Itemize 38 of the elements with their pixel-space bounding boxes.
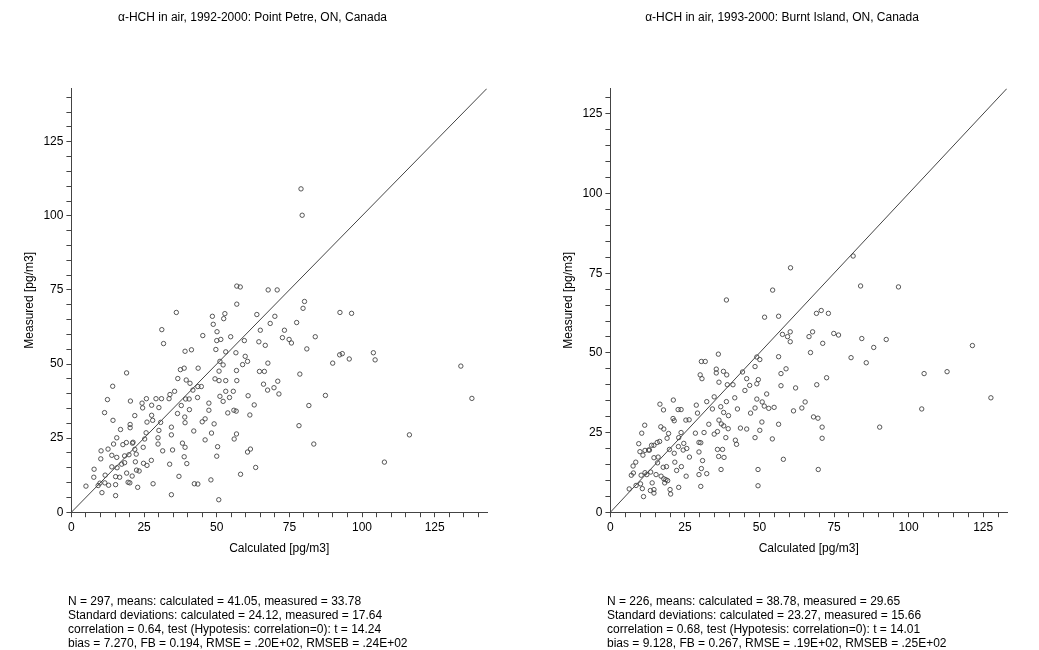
y-tick-label: 100 — [582, 185, 603, 200]
x-tick-label: 25 — [678, 519, 692, 534]
y-tick-label: 125 — [582, 106, 603, 121]
y-tick-label: 0 — [56, 504, 64, 519]
x-tick-label: 75 — [282, 519, 297, 534]
y-tick-label: 75 — [50, 282, 64, 297]
x-tick-label: 25 — [137, 519, 152, 534]
x-axis-title: Calculated [pg/m3] — [758, 541, 859, 556]
y-tick-label: 125 — [43, 134, 64, 149]
x-tick-label: 0 — [607, 519, 615, 534]
x-tick-label: 100 — [352, 519, 373, 534]
x-tick-label: 125 — [973, 519, 994, 534]
x-tick-label: 0 — [68, 519, 76, 534]
text: correlation = 0.68, test (Hypotesis: correlation=0): t = 14.01 — [607, 622, 922, 636]
x-tick-label: 75 — [827, 519, 842, 534]
y-tick-label: 75 — [589, 265, 603, 280]
x-tick-label: 50 — [210, 519, 224, 534]
text: correlation = 0.64, test (Hypotesis: correlation=0): t = 14.24 — [68, 622, 383, 636]
y-tick-label: 100 — [43, 208, 64, 223]
x-tick-label: 50 — [752, 519, 767, 534]
y-tick-label: 25 — [50, 430, 64, 445]
chart-title: α-HCH in air, 1993-2000: Burnt Island, ON, Canada — [645, 9, 920, 24]
text: bias = 7.270, FB = 0.194, RMSE = .20E+02, RMSEB = .24E+02 — [68, 636, 408, 650]
y-axis-title: Measured [pg/m3] — [21, 251, 36, 349]
y-tick-label: 50 — [50, 356, 64, 371]
y-tick-label: 0 — [595, 504, 603, 519]
text: N = 226, means: calculated = 38.78, measured = 29.65 — [607, 594, 902, 608]
y-axis-title: Measured [pg/m3] — [560, 251, 575, 349]
text: bias = 9.128, FB = 0.267, RMSE = .19E+02, RMSEB = .25E+02 — [607, 636, 947, 650]
y-tick-label: 50 — [589, 345, 603, 360]
y-tick-label: 25 — [589, 424, 603, 439]
text: Standard deviations: calculated = 23.27, measured = 15.66 — [607, 608, 923, 622]
x-tick-label: 125 — [424, 519, 446, 534]
x-tick-label: 100 — [898, 519, 919, 534]
text: Standard deviations: calculated = 24.12, measured = 17.64 — [68, 608, 384, 622]
chart-title: α-HCH in air, 1992-2000: Point Petre, ON, Canada — [117, 9, 388, 24]
x-axis-title: Calculated [pg/m3] — [229, 541, 330, 556]
text: N = 297, means: calculated = 41.05, measured = 33.78 — [68, 594, 363, 608]
